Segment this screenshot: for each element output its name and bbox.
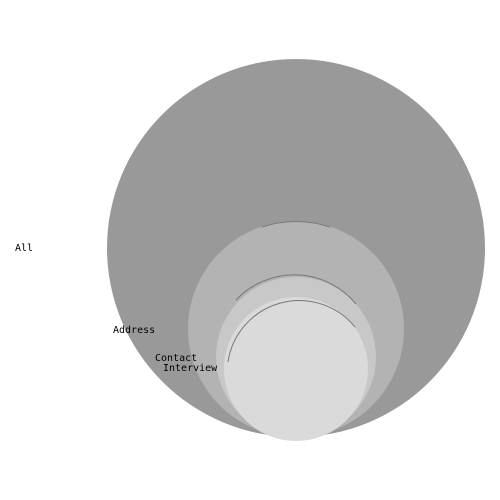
label-address: Address bbox=[113, 325, 155, 336]
circle-contact-edge bbox=[235, 274, 357, 305]
circle-interview-edge bbox=[227, 300, 356, 363]
circle-address-edge bbox=[261, 221, 331, 228]
label-contact: Contact bbox=[155, 353, 197, 364]
label-interview: Interview bbox=[163, 363, 218, 374]
circle-interview bbox=[224, 297, 368, 441]
label-all: All bbox=[15, 243, 33, 254]
